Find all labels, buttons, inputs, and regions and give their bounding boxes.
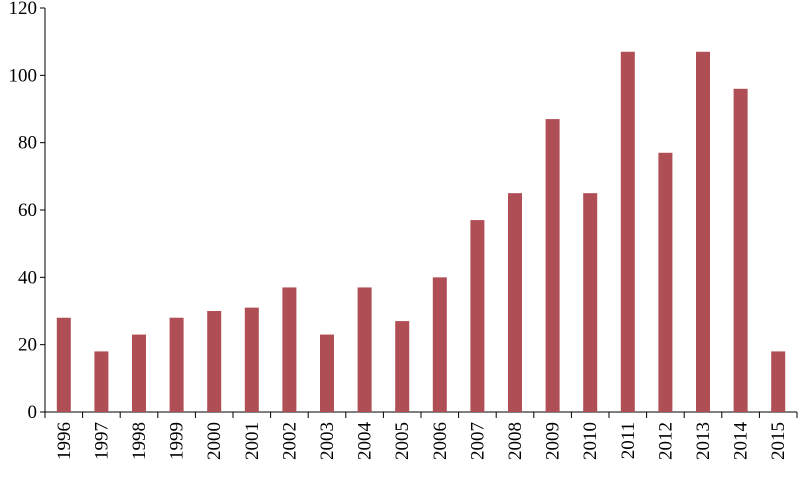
bar-2004 — [357, 287, 372, 412]
bar-1999 — [169, 317, 184, 412]
y-tick-label: 0 — [28, 402, 38, 423]
x-axis: 1996 1997 1998 1999 2000 2001 2002 2003 2004 2005… — [44, 411, 798, 461]
bar-2011 — [620, 51, 635, 413]
y-tick-label: 120 — [9, 0, 38, 19]
x-tick-label-1997: 1997 — [91, 422, 112, 460]
bar-1996 — [56, 317, 71, 412]
y-tick-label: 100 — [9, 65, 38, 86]
bar-2010 — [583, 193, 598, 412]
bar-2003 — [320, 334, 334, 412]
bar-2002 — [282, 287, 297, 412]
x-tick-label-2005: 2005 — [392, 422, 413, 460]
y-tick-label: 60 — [18, 200, 37, 221]
x-tick-label-2001: 2001 — [242, 422, 263, 460]
bar-1998 — [132, 334, 146, 412]
bar-2009 — [545, 119, 560, 412]
y-tick-label: 80 — [18, 133, 37, 154]
x-tick-label-1999: 1999 — [167, 422, 188, 460]
x-tick-label-2010: 2010 — [580, 422, 601, 460]
bar-2006 — [432, 277, 447, 412]
x-tick-label-2008: 2008 — [505, 422, 526, 460]
y-axis: 0 20 40 60 80 100 120 — [9, 0, 46, 423]
y-tick-label: 20 — [18, 335, 37, 356]
y-tick-label: 40 — [18, 267, 37, 288]
x-tick-label-2004: 2004 — [355, 422, 376, 461]
x-tick-label-2011: 2011 — [618, 422, 639, 459]
bars — [56, 51, 786, 413]
bar-2007 — [470, 220, 485, 412]
bar-2000 — [207, 311, 222, 412]
x-tick-label-2013: 2013 — [693, 422, 714, 460]
x-tick-label-2007: 2007 — [467, 422, 488, 460]
x-tick-label-1996: 1996 — [54, 422, 75, 460]
bar-2008 — [508, 193, 522, 412]
bar-2013 — [696, 51, 710, 413]
bar-1997 — [94, 351, 109, 412]
x-tick-label-2006: 2006 — [430, 422, 451, 460]
x-tick-label-2015: 2015 — [768, 422, 789, 460]
bar-2014 — [733, 88, 748, 413]
x-tick-label-1998: 1998 — [129, 422, 150, 460]
x-tick-label-2003: 2003 — [317, 422, 338, 460]
x-tick-label-2002: 2002 — [279, 422, 300, 460]
bar-2005 — [395, 321, 410, 412]
x-tick-label-2000: 2000 — [204, 422, 225, 460]
x-tick-label-2014: 2014 — [731, 422, 752, 461]
x-tick-label-2009: 2009 — [543, 422, 564, 460]
bar-2012 — [658, 152, 673, 412]
x-tick-label-2012: 2012 — [655, 422, 676, 460]
bar-2001 — [244, 307, 259, 412]
bar-2015 — [771, 351, 786, 412]
